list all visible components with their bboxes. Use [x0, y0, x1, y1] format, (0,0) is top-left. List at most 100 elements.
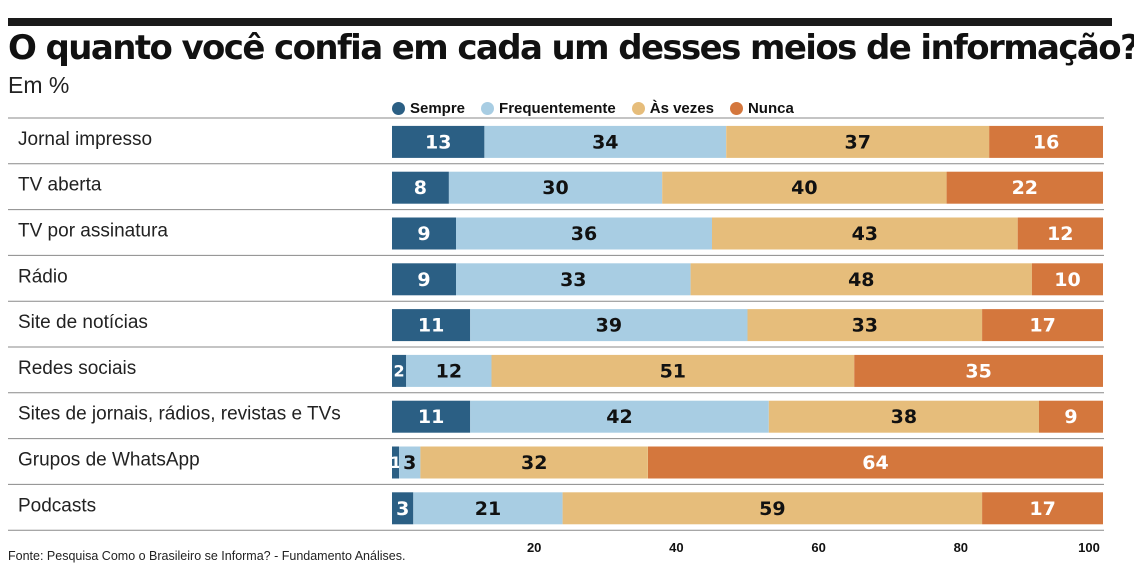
bar-segment: [1031, 263, 1103, 296]
bar-segment: [747, 309, 983, 342]
data-label: 36: [571, 223, 597, 245]
data-label: 17: [1029, 498, 1055, 520]
category-label: TV aberta: [18, 175, 102, 196]
data-label: 17: [1029, 315, 1055, 337]
legend-swatch: [631, 102, 645, 115]
category-label: Redes sociais: [18, 358, 136, 379]
data-label: 33: [852, 315, 878, 337]
bar-segment: [392, 492, 414, 525]
x-tick-label: 40: [669, 540, 683, 555]
data-label: 22: [1012, 177, 1038, 199]
data-label: 64: [862, 452, 888, 474]
data-label: 30: [542, 177, 568, 199]
bar-segment: [448, 171, 663, 204]
legend-item: Sempre: [392, 100, 465, 117]
data-label: 38: [891, 406, 917, 428]
category-label: Grupos de WhatsApp: [18, 450, 200, 471]
source-note: Fonte: Pesquisa Como o Brasileiro se Inf…: [8, 549, 406, 563]
legend-item: Às vezes: [631, 100, 714, 117]
data-label: 59: [759, 498, 785, 520]
x-tick-label: 100: [1078, 540, 1100, 555]
bar-segment: [1039, 400, 1103, 433]
bar-segment: [982, 492, 1103, 525]
legend-swatch: [392, 102, 405, 115]
data-label: 8: [414, 177, 427, 199]
category-label: Sites de jornais, rádios, revistas e TVs: [18, 404, 341, 425]
bar-segment: [392, 125, 485, 158]
bar-segment: [470, 400, 769, 433]
data-label: 16: [1033, 131, 1059, 153]
bar-segment: [662, 171, 947, 204]
data-label: 33: [560, 269, 586, 291]
bar-segment: [406, 354, 492, 387]
data-label: 9: [1064, 406, 1077, 428]
bar-segment: [399, 446, 421, 479]
category-label: TV por assinatura: [18, 221, 168, 242]
data-label: 2: [394, 361, 405, 380]
category-label: Podcasts: [18, 495, 96, 516]
data-label: 21: [475, 498, 501, 520]
bar-segment: [470, 309, 748, 342]
legend-label: Às vezes: [649, 100, 714, 117]
bar-segment: [392, 354, 407, 387]
bar-segment: [982, 309, 1103, 342]
bar-segment: [854, 354, 1103, 387]
bar-segment: [420, 446, 648, 479]
data-label: 51: [660, 360, 686, 382]
data-label: 9: [417, 269, 430, 291]
legend: Sempre Frequentemente Às vezes Nunca: [392, 100, 794, 117]
chart-title: O quanto você confia em cada um desses m…: [8, 28, 1134, 68]
bar-segment: [768, 400, 1039, 433]
legend-swatch: [481, 102, 495, 115]
top-rule: [8, 18, 1112, 26]
data-label: 37: [844, 131, 870, 153]
data-label: 9: [417, 223, 430, 245]
data-label: 34: [592, 131, 618, 153]
bar-segment: [1017, 217, 1103, 250]
data-label: 3: [403, 452, 416, 474]
data-label: 48: [848, 269, 874, 291]
bar-segment: [392, 217, 456, 250]
legend-swatch: [729, 102, 743, 115]
bar-segment: [456, 217, 712, 250]
category-label: Site de notícias: [18, 312, 148, 333]
bar-segment: [726, 125, 990, 158]
bar-segment: [648, 446, 1103, 479]
bar-segment: [562, 492, 983, 525]
bar-segment: [392, 263, 456, 296]
data-label: 13: [425, 131, 451, 153]
chart-subtitle: Em %: [8, 72, 70, 98]
data-label: 12: [1047, 223, 1073, 245]
bar-segment: [946, 171, 1103, 204]
legend-item: Nunca: [729, 100, 794, 117]
legend-label: Sempre: [410, 100, 466, 117]
x-tick-label: 60: [811, 540, 825, 555]
legend-label: Nunca: [747, 100, 794, 117]
data-label: 42: [606, 406, 632, 428]
bar-segment: [392, 400, 471, 433]
data-label: 1: [390, 453, 401, 472]
bar-segment: [392, 446, 400, 479]
data-label: 11: [418, 315, 444, 337]
x-tick-label: 80: [954, 540, 968, 555]
bar-segment: [989, 125, 1103, 158]
data-label: 11: [418, 406, 444, 428]
data-label: 43: [852, 223, 878, 245]
bar-segment: [712, 217, 1018, 250]
bar-segment: [392, 309, 471, 342]
data-label: 10: [1054, 269, 1080, 291]
data-label: 32: [521, 452, 547, 474]
legend-label: Frequentemente: [499, 100, 616, 117]
data-label: 12: [436, 360, 462, 382]
bar-segment: [456, 263, 691, 296]
x-tick-label: 20: [527, 540, 541, 555]
bar-segment: [413, 492, 563, 525]
data-label: 35: [965, 360, 991, 382]
bar-segment: [392, 171, 449, 204]
data-label: 39: [596, 315, 622, 337]
bar-segment: [491, 354, 855, 387]
bar-segment: [690, 263, 1032, 296]
legend-item: Frequentemente: [481, 100, 616, 117]
category-label: Rádio: [18, 266, 68, 287]
